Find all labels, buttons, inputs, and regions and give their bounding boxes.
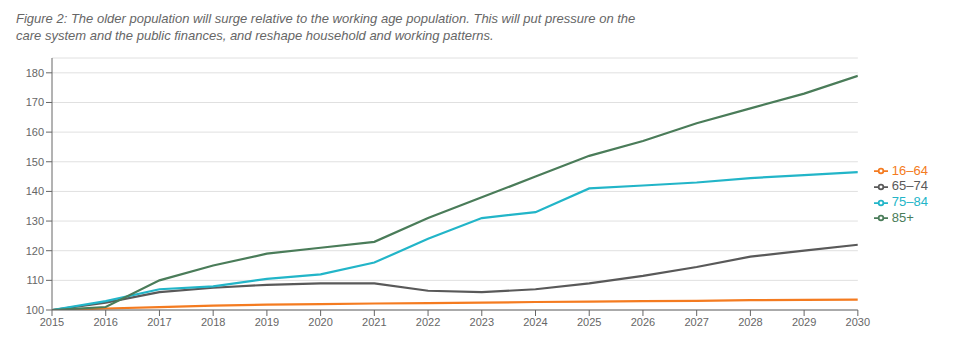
- svg-text:100: 100: [26, 304, 44, 316]
- svg-text:130: 130: [26, 215, 44, 227]
- svg-text:2030: 2030: [846, 316, 870, 328]
- svg-text:2026: 2026: [631, 316, 655, 328]
- svg-text:180: 180: [26, 67, 44, 79]
- svg-text:2016: 2016: [93, 316, 117, 328]
- html-text:75–84: 75–84: [891, 194, 928, 209]
- svg-text:110: 110: [26, 274, 44, 286]
- svg-text:2025: 2025: [577, 316, 601, 328]
- svg-text:2021: 2021: [362, 316, 386, 328]
- html-text:Figure 2: The older population: Figure 2: The older population will surg…: [16, 11, 636, 26]
- svg-text:160: 160: [26, 126, 44, 138]
- svg-text:2023: 2023: [470, 316, 494, 328]
- svg-text:120: 120: [26, 245, 44, 257]
- html-text:care system and the public fin: care system and the public finances, and…: [16, 28, 494, 43]
- svg-text:150: 150: [26, 156, 44, 168]
- svg-text:140: 140: [26, 185, 44, 197]
- svg-text:2029: 2029: [792, 316, 816, 328]
- svg-text:2019: 2019: [255, 316, 279, 328]
- svg-text:2024: 2024: [523, 316, 547, 328]
- html-text:65–74: 65–74: [891, 178, 928, 194]
- svg-text:170: 170: [26, 96, 44, 108]
- svg-text:2027: 2027: [684, 316, 708, 328]
- svg-text:2015: 2015: [40, 316, 64, 328]
- svg-text:2018: 2018: [201, 316, 225, 328]
- html-text:85+: 85+: [891, 209, 914, 225]
- svg-text:2017: 2017: [147, 316, 171, 328]
- svg-text:2022: 2022: [416, 316, 440, 328]
- svg-text:2028: 2028: [738, 316, 762, 328]
- svg-text:2020: 2020: [308, 316, 332, 328]
- html-text:16–64: 16–64: [891, 162, 928, 178]
